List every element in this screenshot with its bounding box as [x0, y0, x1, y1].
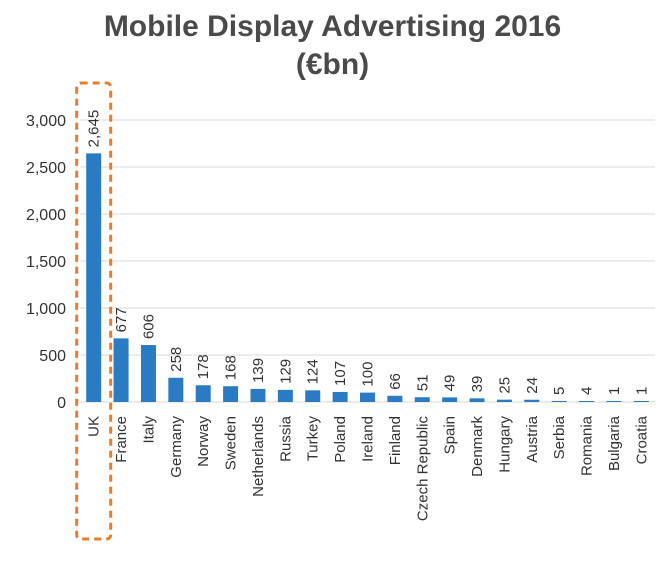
value-label: 677 [113, 307, 130, 332]
value-label: 24 [524, 377, 541, 394]
bar-russia [277, 389, 293, 402]
category-label: Germany [168, 416, 185, 478]
category-label: Poland [332, 416, 349, 463]
category-label: Denmark [469, 416, 486, 477]
gridlines [80, 119, 655, 403]
highlight-box [75, 81, 113, 541]
bar-sweden [223, 386, 239, 402]
bar-poland [332, 391, 348, 402]
chart-title-line-2: (€bn) [295, 48, 370, 81]
category-label: Bulgaria [606, 415, 623, 471]
category-label: Italy [140, 416, 157, 444]
chart-title-line-1: Mobile Display Advertising 2016 [103, 10, 562, 43]
category-label: Turkey [305, 416, 322, 462]
value-label: 4 [579, 387, 596, 395]
bar-ireland [360, 392, 375, 402]
y-tick-label: 1,000 [26, 301, 66, 318]
value-label: 107 [332, 361, 349, 386]
y-tick-label: 1,500 [26, 254, 66, 271]
value-label: 168 [223, 355, 240, 380]
y-tick-label: 500 [39, 348, 66, 365]
value-label: 1 [633, 387, 650, 395]
bar-serbia [551, 401, 567, 402]
value-label: 2,645 [86, 110, 103, 148]
bar-france [113, 338, 129, 402]
bar-uk [86, 153, 102, 402]
bar-netherlands [250, 388, 266, 402]
value-label: 124 [305, 359, 322, 384]
category-label: Czech Republic [414, 416, 431, 522]
chart-title: Mobile Display Advertising 2016 (€bn) [0, 8, 665, 84]
value-label: 49 [442, 375, 459, 392]
bar-bulgaria [606, 401, 622, 402]
y-tick-label: 0 [57, 395, 66, 412]
category-label: Netherlands [250, 416, 267, 497]
category-label: Romania [579, 415, 596, 476]
bar-turkey [305, 390, 321, 402]
bar-spain [442, 397, 458, 402]
bar-germany [168, 377, 184, 402]
bar-norway [195, 385, 211, 402]
bar-denmark [469, 398, 485, 402]
category-label: Austria [524, 415, 541, 462]
bar-italy [140, 345, 156, 402]
category-label: Sweden [223, 416, 240, 470]
category-label: Russia [277, 415, 294, 462]
highlight-frame [75, 81, 113, 541]
bar-finland [387, 395, 403, 402]
bar-romania [579, 401, 595, 402]
value-label: 139 [250, 358, 267, 383]
category-label: Spain [442, 416, 459, 454]
value-label: 258 [168, 347, 185, 372]
value-label: 5 [551, 387, 568, 395]
y-tick-label: 3,000 [26, 113, 66, 130]
value-label: 129 [277, 359, 294, 384]
value-label: 100 [360, 362, 377, 387]
value-label: 66 [387, 373, 404, 390]
value-label: 25 [496, 377, 513, 394]
category-label: UK [86, 416, 103, 437]
category-label: Ireland [360, 416, 377, 462]
value-label: 39 [469, 376, 486, 393]
value-label: 51 [414, 375, 431, 392]
category-label: Serbia [551, 415, 568, 459]
category-label: Finland [387, 416, 404, 465]
bar-czech-republic [414, 397, 430, 402]
value-label: 1 [606, 387, 623, 395]
bar-austria [524, 399, 540, 402]
value-label: 606 [140, 314, 157, 339]
category-label: France [113, 416, 130, 463]
category-label: Croatia [633, 415, 650, 464]
category-label: Norway [195, 416, 212, 467]
x-axis-labels: UK France Italy Germany Norway Sweden Netherla… [86, 415, 651, 521]
bar-hungary [496, 399, 512, 402]
bar-croatia [633, 401, 649, 402]
value-label: 178 [195, 354, 212, 379]
y-tick-label: 2,500 [26, 160, 66, 177]
y-tick-label: 2,000 [26, 207, 66, 224]
category-label: Hungary [496, 416, 513, 473]
bars [86, 153, 649, 402]
y-axis: 0 500 1,000 1,500 2,000 2,500 3,000 [26, 113, 66, 412]
